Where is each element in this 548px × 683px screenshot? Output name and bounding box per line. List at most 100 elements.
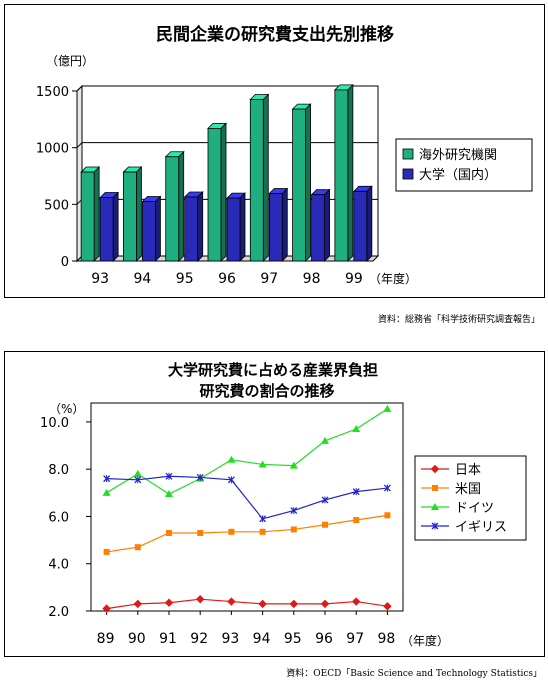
bar-side-face	[324, 188, 330, 262]
rnd-expenditure-panel: 民間企業の研究費支出先別推移 （億円） 0 500 1000 1500 93 94 95 96 97…	[4, 4, 545, 298]
point-uk-90	[134, 476, 142, 484]
bar-university-99	[352, 185, 373, 262]
x-tick-label-98: 98	[377, 631, 395, 647]
series-japan	[102, 594, 392, 613]
bar-front-face	[353, 190, 368, 262]
bar-overseas-97	[249, 93, 270, 262]
bar-overseas-95	[164, 150, 185, 262]
point-uk-98	[383, 484, 391, 492]
industry-share-panel: 大学研究費に占める産業界負担 研究費の割合の推移 （%） 2.0 4.0 6.0 8.0 10…	[4, 351, 545, 657]
x-tick-label-98: 98	[303, 271, 321, 287]
gridline	[76, 142, 378, 149]
bar-front-face	[292, 108, 306, 262]
legend-box	[395, 138, 533, 192]
bar-side-face	[239, 192, 246, 262]
x-tick-label-94: 94	[253, 631, 271, 647]
rnd-expenditure-bar-chart: 民間企業の研究費支出先別推移 （億円） 0 500 1000 1500 93 94 95 96 97…	[36, 24, 533, 287]
point-japan-93	[227, 597, 236, 606]
x-axis-unit-label: （年度）	[369, 271, 417, 286]
bar-side-face	[155, 195, 161, 262]
point-uk-89	[103, 475, 111, 483]
x-axis-unit-label: （年度）	[401, 633, 449, 648]
x-tick-label-97: 97	[346, 631, 364, 647]
legend-label-germany: ドイツ	[455, 501, 494, 516]
x-tick-label-95: 95	[176, 271, 194, 287]
point-germany-90	[133, 469, 142, 477]
bar-side-face	[112, 191, 119, 262]
series-line-uk	[106, 475, 388, 520]
y-tick-label: 6.0	[48, 510, 69, 525]
point-japan-94	[258, 599, 267, 609]
bar-side-face	[305, 103, 311, 262]
x-tick-label-89: 89	[97, 631, 115, 647]
bar-side-face	[220, 122, 227, 262]
bar-overseas-96	[207, 122, 227, 262]
point-germany-98	[383, 404, 392, 412]
bar-university-98	[310, 188, 331, 262]
point-usa-89	[103, 548, 110, 555]
x-tick-label-91: 91	[159, 631, 177, 647]
bar-front-face	[249, 99, 264, 262]
y-tick-label: 1000	[36, 142, 69, 157]
point-uk-94	[259, 515, 267, 523]
point-usa-93	[228, 528, 235, 535]
bar-overseas-93	[80, 166, 101, 262]
bar-front-face	[123, 171, 137, 262]
bar-front-face	[226, 197, 241, 262]
x-tick-label-90: 90	[128, 631, 146, 647]
point-germany-95	[289, 461, 298, 469]
bar-university-94	[141, 195, 162, 262]
bar-front-face	[334, 89, 349, 262]
x-tick-label-94: 94	[134, 271, 152, 287]
bar-front-face	[311, 194, 325, 262]
bar-side-face	[136, 166, 142, 262]
bar-university-97	[268, 187, 289, 262]
bar-overseas-94	[122, 166, 143, 262]
bar-university-96	[226, 192, 246, 262]
chart-title: 民間企業の研究費支出先別推移	[156, 24, 394, 45]
y-tick-label: 0	[61, 255, 69, 270]
point-japan-91	[164, 598, 174, 607]
point-usa-91	[166, 530, 172, 536]
gridline	[76, 85, 378, 92]
point-uk-93	[227, 476, 235, 484]
bar-front-face	[99, 197, 114, 262]
x-tick-label-92: 92	[190, 631, 208, 647]
y-tick-label: 10.0	[40, 416, 69, 431]
bar-side-face	[93, 166, 100, 262]
point-japan-90	[133, 599, 143, 609]
point-usa-94	[259, 528, 266, 535]
series-usa	[103, 512, 391, 555]
x-tick-label-93: 93	[91, 271, 109, 287]
point-usa-92	[197, 530, 204, 536]
series-line-germany	[106, 408, 388, 495]
legend-label-overseas: 海外研究機関	[419, 148, 497, 163]
x-tick-label-93: 93	[221, 631, 239, 647]
y-tick-label: 2.0	[48, 605, 69, 620]
point-uk-97	[352, 488, 360, 496]
x-tick-label-99: 99	[345, 271, 363, 287]
bar-side-face	[366, 185, 373, 262]
point-germany-89	[102, 488, 111, 496]
point-japan-98	[383, 602, 392, 611]
point-japan-92	[195, 594, 205, 604]
point-uk-96	[321, 496, 329, 504]
series-line-usa	[106, 514, 388, 553]
bar-overseas-98	[291, 103, 312, 262]
legend-marker	[432, 485, 438, 491]
x-tick-label-97: 97	[260, 271, 278, 287]
source-note-top: 資料：総務省「科学技術研究調査報告」	[377, 315, 540, 325]
y-tick-label: 4.0	[48, 558, 69, 573]
point-uk-95	[290, 507, 298, 515]
point-germany-96	[321, 436, 329, 444]
point-usa-98	[384, 512, 391, 519]
point-japan-89	[102, 604, 111, 613]
bar-side-face	[178, 150, 185, 262]
bar-front-face	[184, 196, 199, 262]
source-note-bottom: 資料：OECD「Basic Science and Technology Sta…	[286, 669, 542, 679]
x-tick-label-96: 96	[218, 271, 236, 287]
chart-title-line-2: 研究費の割合の推移	[199, 382, 334, 400]
point-usa-95	[290, 526, 297, 533]
y-tick-label: 8.0	[48, 463, 69, 478]
